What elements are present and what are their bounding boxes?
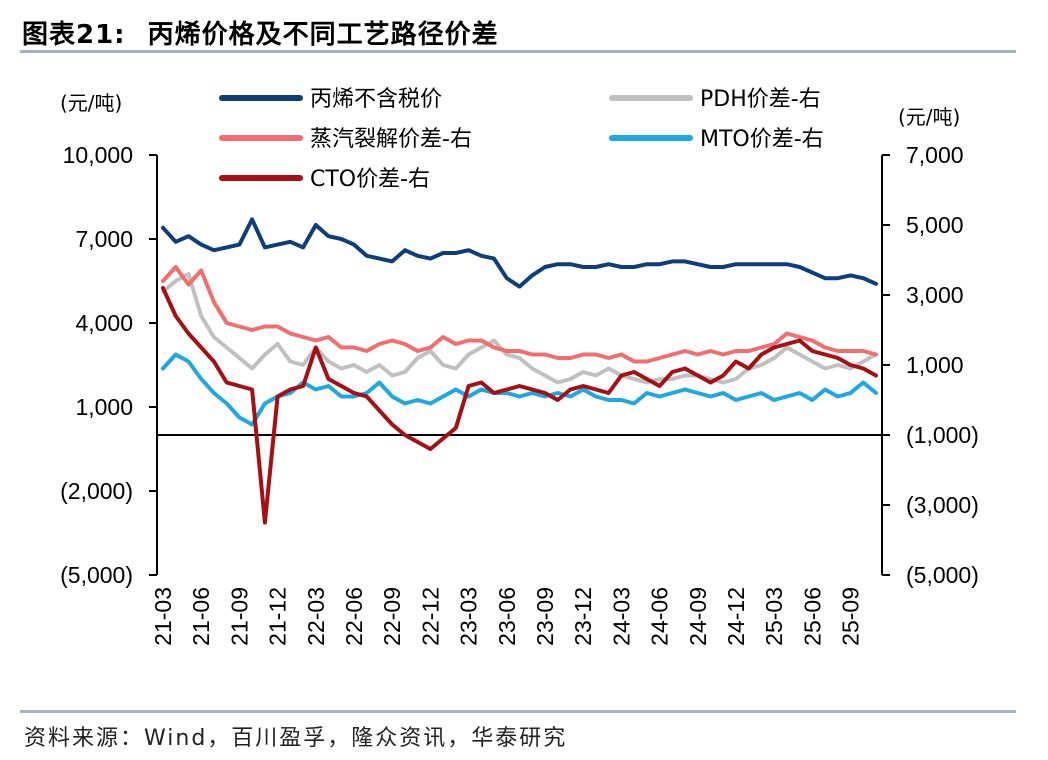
series-line: [161, 265, 878, 364]
x-tick-label: 22-12: [417, 587, 443, 646]
chart-title: 图表21: 丙烯价格及不同工艺路径价差: [22, 14, 499, 51]
source-divider: [20, 710, 1016, 713]
x-tick-label: 24-03: [608, 587, 634, 646]
legend-label: PDH价差-右: [700, 87, 821, 112]
series-line: [161, 217, 878, 289]
x-tick-label: 24-06: [647, 587, 673, 646]
x-tick-label: 24-09: [685, 587, 711, 646]
right-tick-label: 3,000: [906, 282, 964, 308]
right-tick-label: 1,000: [906, 352, 964, 378]
right-tick-label: 7,000: [906, 142, 964, 168]
x-tick-label: 25-03: [761, 587, 787, 646]
figure-title: 丙烯价格及不同工艺路径价差: [147, 20, 499, 50]
right-tick-label: (1,000): [906, 422, 979, 448]
x-tick-label: 21-06: [188, 587, 214, 646]
left-tick-label: 4,000: [75, 310, 133, 336]
axes: 10,000 7,000 4,000 1,000 (2,000) (5,000) 7,000…: [60, 91, 979, 646]
left-tick-label: 10,000: [63, 142, 133, 168]
x-tick-label: 21-03: [150, 587, 176, 646]
x-tick-label: 23-06: [494, 587, 520, 646]
x-tick-label: 23-03: [456, 587, 482, 646]
right-tick-label: (5,000): [906, 562, 979, 588]
legend-label: 丙烯不含税价: [310, 87, 442, 112]
figure-number: 图表21:: [22, 20, 126, 50]
legend-label: 蒸汽裂解价差-右: [310, 127, 472, 152]
right-tick-label: 5,000: [906, 212, 964, 238]
x-tick-label: 25-06: [799, 587, 825, 646]
chart: 10,000 7,000 4,000 1,000 (2,000) (5,000) 7,000…: [60, 87, 979, 646]
title-divider: [20, 50, 1016, 53]
left-tick-label: 1,000: [75, 394, 133, 420]
x-tick-label: 21-09: [226, 587, 252, 646]
legend-label: MTO价差-右: [700, 127, 824, 152]
x-tick-label: 24-12: [723, 587, 749, 646]
series-line: [161, 272, 878, 385]
right-tick-label: (3,000): [906, 492, 979, 518]
left-tick-label: (5,000): [60, 562, 133, 588]
legend-label: CTO价差-右: [310, 167, 430, 192]
left-tick-label: 7,000: [75, 226, 133, 252]
x-tick-label: 22-09: [379, 587, 405, 646]
left-axis-unit: (元/吨): [60, 91, 122, 115]
series-line: [161, 352, 878, 427]
source-note: 资料来源：Wind，百川盈孚，隆众资讯，华泰研究: [24, 726, 568, 751]
x-tick-label: 22-03: [303, 587, 329, 646]
right-axis-unit: (元/吨): [898, 105, 960, 129]
series-layer: [161, 217, 878, 525]
x-tick-label: 21-12: [265, 587, 291, 646]
x-tick-label: 22-06: [341, 587, 367, 646]
x-tick-label: 25-09: [838, 587, 864, 646]
x-tick-label: 23-12: [570, 587, 596, 646]
series-line: [161, 286, 878, 525]
x-tick-label: 23-09: [532, 587, 558, 646]
left-tick-label: (2,000): [60, 478, 133, 504]
